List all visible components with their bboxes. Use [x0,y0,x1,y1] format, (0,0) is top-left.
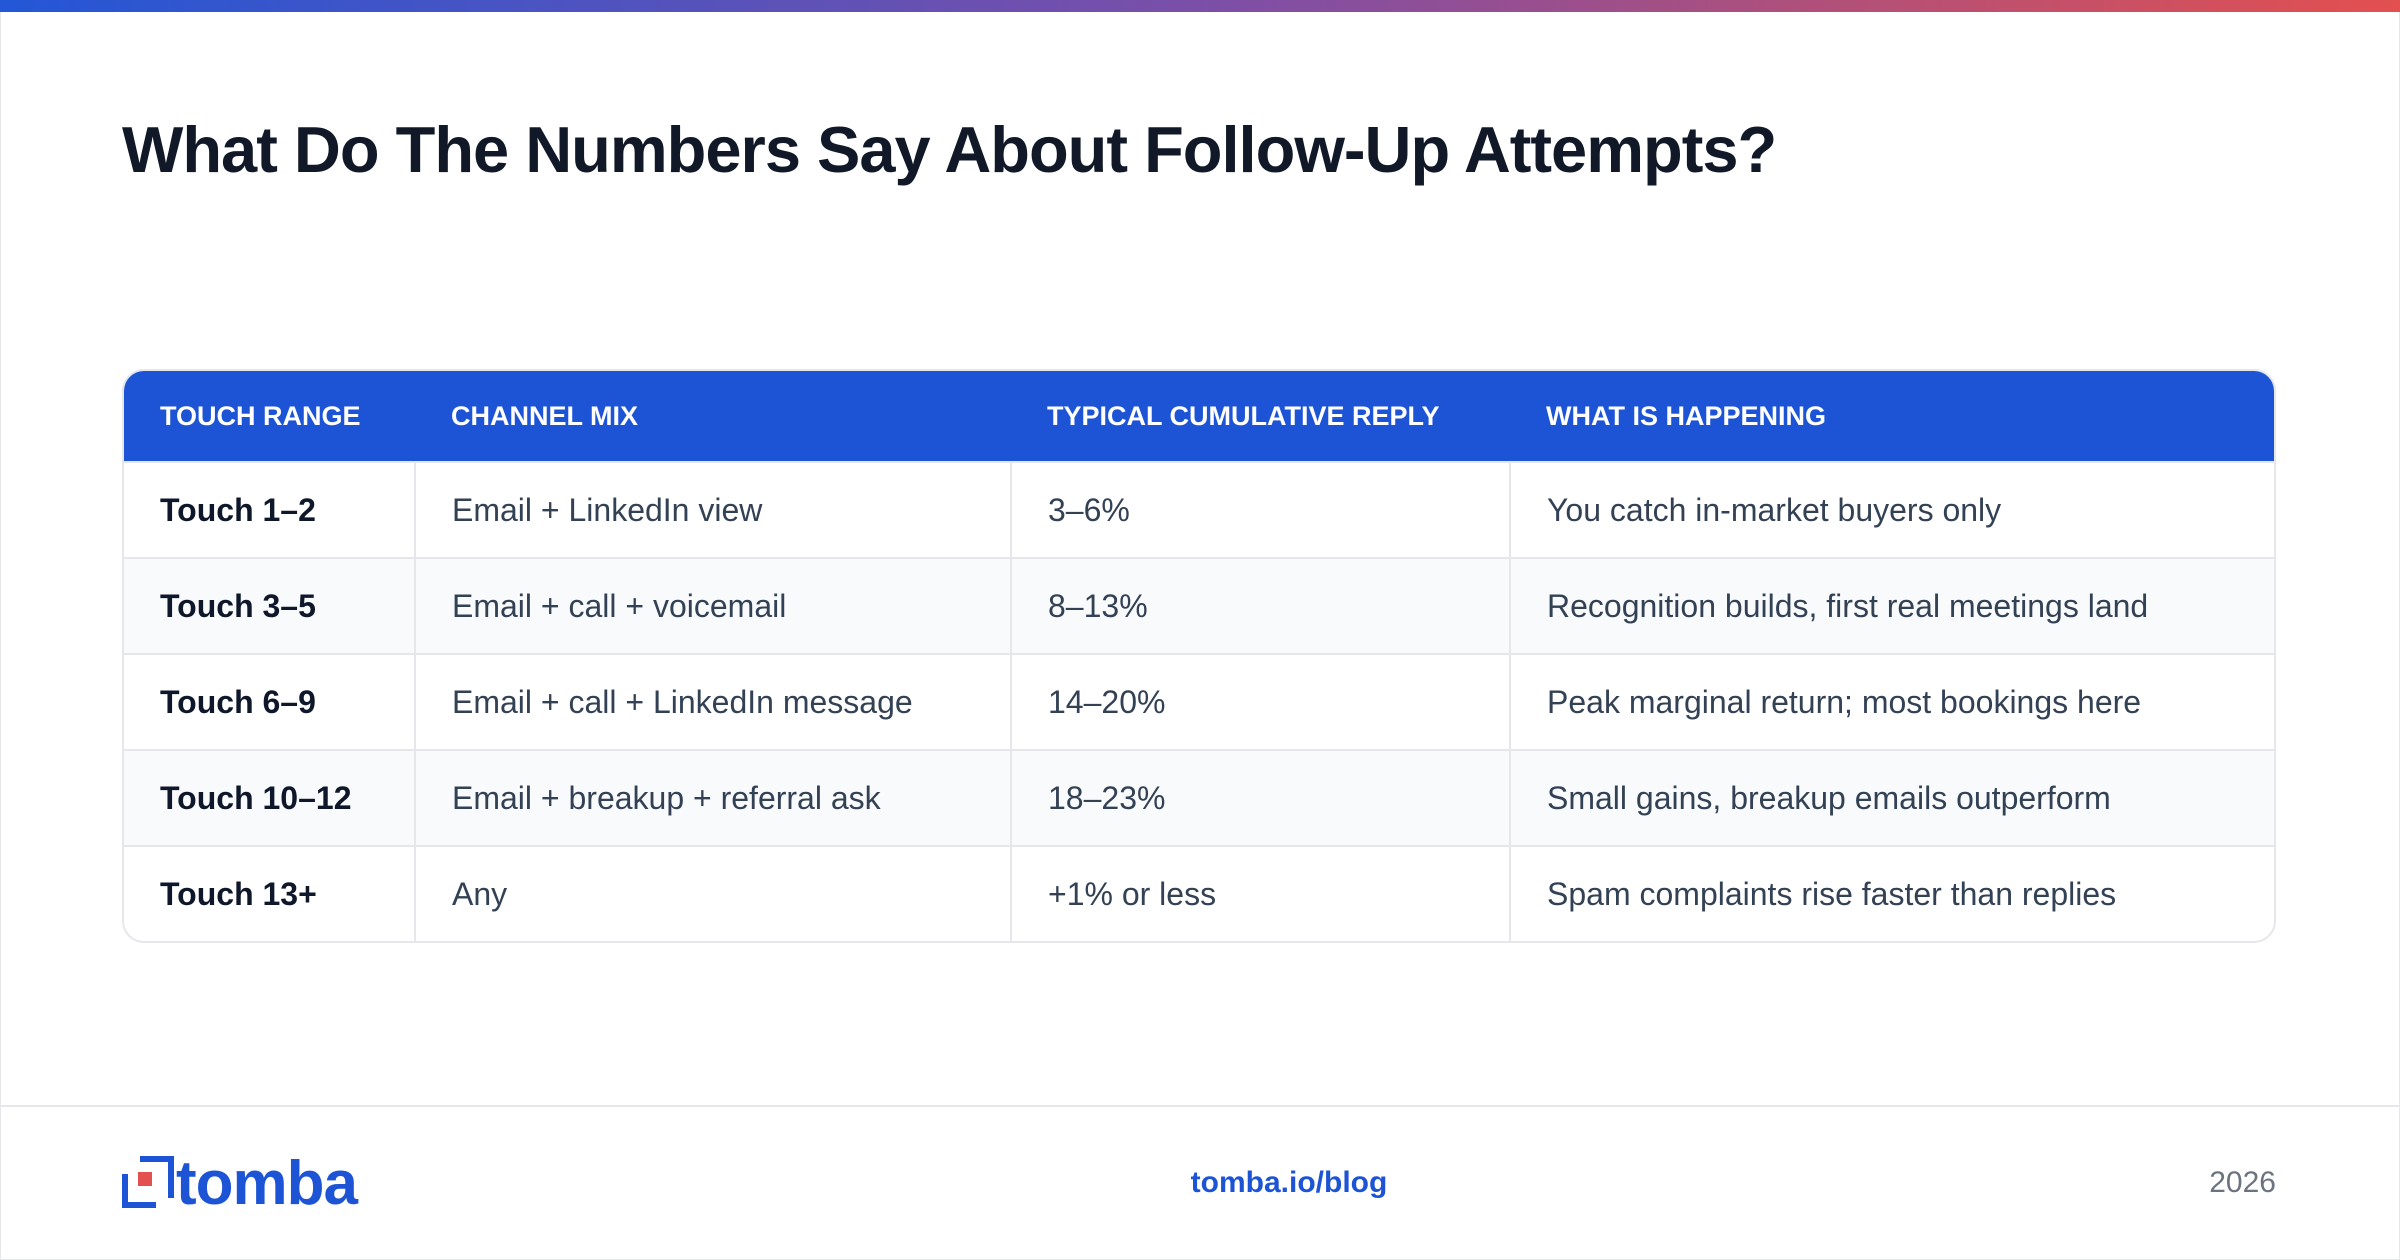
table-cell: 18–23% [1010,749,1510,846]
accent-bar [0,0,2400,12]
footer-divider [0,1105,2400,1107]
row-label: Touch 3–5 [124,557,415,654]
table-cell: 14–20% [1010,653,1510,750]
column-header: TYPICAL CUMULATIVE REPLY [1011,371,1510,462]
table-cell: Email + call + LinkedIn message [414,653,1011,750]
row-label: Touch 13+ [124,845,415,941]
table-cell: Email + LinkedIn view [414,461,1011,558]
table-card: TOUCH RANGE CHANNEL MIX TYPICAL CUMULATIVE… [122,369,2276,943]
table-cell: +1% or less [1010,845,1510,941]
footer-year: 2026 [2209,1166,2276,1199]
table-cell: Small gains, breakup emails outperform [1509,749,2274,846]
table-cell: Recognition builds, first real meetings … [1509,557,2274,654]
header-row: TOUCH RANGE CHANNEL MIX TYPICAL CUMULATIVE… [124,371,2274,462]
row-label: Touch 6–9 [124,653,415,750]
table-row: Touch 10–12 Email + breakup + referral as… [124,749,2274,846]
table-cell: Any [414,845,1011,941]
table-row: Touch 13+ Any +1% or less Spam complaints r… [124,845,2274,941]
column-header: WHAT IS HAPPENING [1510,371,2274,462]
row-label: Touch 1–2 [124,461,415,558]
table-cell: Email + breakup + referral ask [414,749,1011,846]
table-cell: Email + call + voicemail [414,557,1011,654]
table-cell: Spam complaints rise faster than replies [1509,845,2274,941]
table-cell: 8–13% [1010,557,1510,654]
table-row: Touch 1–2 Email + LinkedIn view 3–6% You ca… [124,461,2274,558]
title: What Do The Numbers Say About Follow-Up … [122,113,1777,186]
table-cell: 3–6% [1010,461,1510,558]
column-header: CHANNEL MIX [415,371,1011,462]
row-label: Touch 10–12 [124,749,415,846]
footer-link[interactable]: tomba.io/blog [1190,1166,1388,1199]
table: TOUCH RANGE CHANNEL MIX TYPICAL CUMULATIVE… [124,371,2274,941]
table-row: Touch 6–9 Email + call + LinkedIn message… [124,653,2274,750]
table-body: Touch 1–2 Email + LinkedIn view 3–6% You ca… [124,461,2274,941]
logo-text: tomba [176,1149,358,1218]
column-header: TOUCH RANGE [124,371,415,462]
table-row: Touch 3–5 Email + call + voicemail 8–13% Re… [124,557,2274,654]
table-cell: You catch in-market buyers only [1509,461,2274,558]
table-cell: Peak marginal return; most bookings here [1509,653,2274,750]
logo-icon [122,1156,174,1212]
